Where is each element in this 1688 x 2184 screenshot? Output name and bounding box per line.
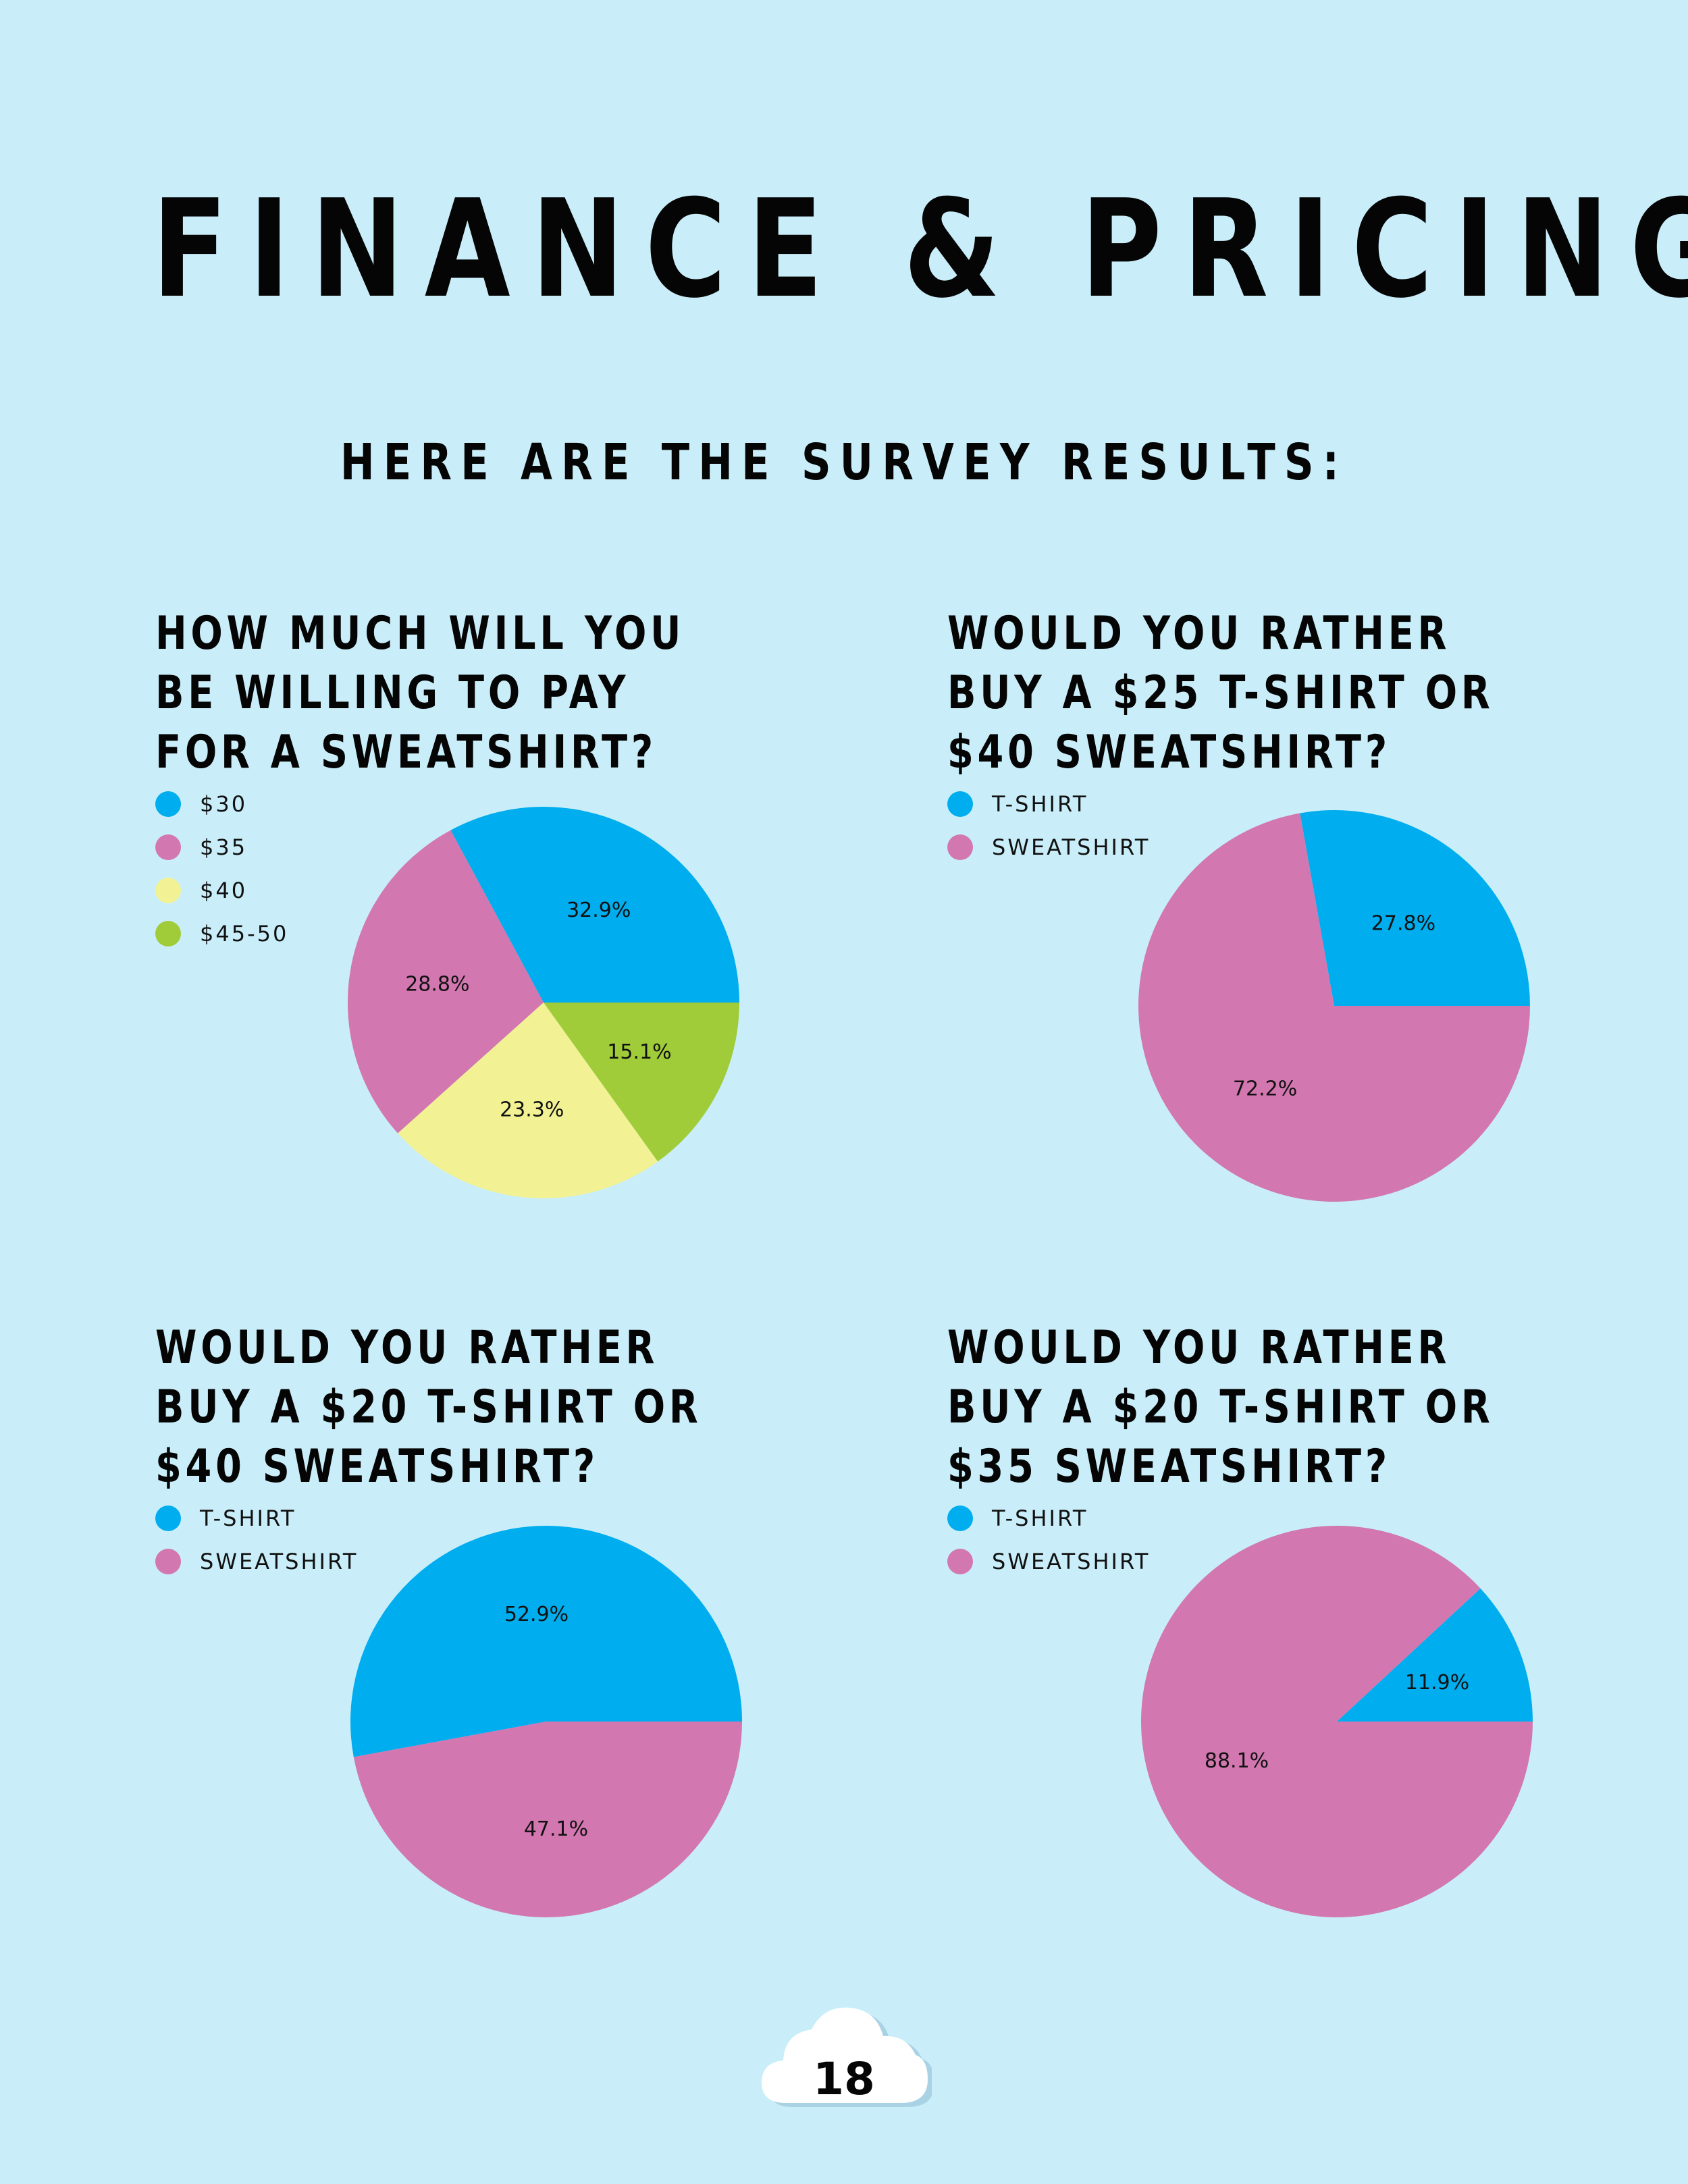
question-line: FOR A SWEATSHIRT? <box>155 726 657 779</box>
pie-slice <box>353 1722 742 1917</box>
pie-data-label: 52.9% <box>504 1603 569 1626</box>
legend-item: $45-50 <box>155 912 288 955</box>
legend-label: T-SHIRT <box>200 1506 296 1531</box>
legend-swatch <box>155 1506 181 1531</box>
legend-label: $40 <box>200 878 248 903</box>
question-line: BUY A $25 T-SHIRT OR <box>947 666 1494 720</box>
legend-label: SWEATSHIRT <box>992 1549 1151 1574</box>
question-line: WOULD YOU RATHER <box>155 1321 659 1375</box>
pie-data-label: 72.2% <box>1233 1077 1297 1100</box>
pie-slice <box>1141 1526 1533 1917</box>
legend-item: $35 <box>155 826 288 869</box>
legend-label: $35 <box>200 834 248 860</box>
pie-data-label: 28.8% <box>405 973 469 996</box>
pie-data-label: 11.9% <box>1405 1671 1469 1695</box>
legend-swatch <box>947 791 973 817</box>
legend-item: T-SHIRT <box>947 1497 1150 1540</box>
chart-block-3: WOULD YOU RATHER BUY A $20 T-SHIRT OR $4… <box>155 1319 999 1994</box>
pie-slice <box>350 1525 742 1757</box>
cloud-icon <box>762 2007 932 2107</box>
legend-label: T-SHIRT <box>992 1506 1088 1531</box>
question-line: $40 SWEATSHIRT? <box>947 726 1391 779</box>
pie-slice <box>1337 1588 1533 1722</box>
chart-question: WOULD YOU RATHER BUY A $20 T-SHIRT OR $4… <box>155 1319 702 1497</box>
chart-block-2: WOULD YOU RATHER BUY A $25 T-SHIRT OR $4… <box>947 604 1688 1279</box>
legend-item: $30 <box>155 782 288 826</box>
chart-question: WOULD YOU RATHER BUY A $25 T-SHIRT OR $4… <box>947 604 1494 782</box>
legend-swatch <box>947 1506 973 1531</box>
legend-swatch <box>155 878 181 903</box>
pie-slice <box>1300 810 1530 1006</box>
pie-slice <box>398 1003 658 1198</box>
legend-item: T-SHIRT <box>155 1497 358 1540</box>
pie-slice <box>450 807 739 1003</box>
legend-swatch <box>947 1549 973 1574</box>
pie-chart: 11.9% 88.1% <box>1141 1526 1533 1917</box>
legend-label: SWEATSHIRT <box>200 1549 359 1574</box>
question-line: BUY A $20 T-SHIRT OR <box>155 1381 702 1434</box>
question-line: $35 SWEATSHIRT? <box>947 1440 1391 1493</box>
legend-label: SWEATSHIRT <box>992 834 1151 860</box>
pie-data-label: 23.3% <box>500 1098 564 1122</box>
page-subtitle: HERE ARE THE SURVEY RESULTS: <box>340 433 1348 491</box>
legend-item: SWEATSHIRT <box>947 826 1150 869</box>
pie-data-label: 15.1% <box>607 1040 671 1064</box>
legend-label: $45-50 <box>200 921 289 947</box>
pie-chart: 27.8% 72.2% <box>1138 810 1530 1202</box>
question-line: BUY A $20 T-SHIRT OR <box>947 1381 1494 1434</box>
legend-item: $40 <box>155 869 288 912</box>
question-line: BE WILLING TO PAY <box>155 666 630 720</box>
chart-block-1: HOW MUCH WILL YOU BE WILLING TO PAY FOR … <box>155 604 999 1279</box>
chart-block-4: WOULD YOU RATHER BUY A $20 T-SHIRT OR $3… <box>947 1319 1688 1994</box>
question-line: WOULD YOU RATHER <box>947 607 1451 660</box>
legend-item: SWEATSHIRT <box>155 1540 358 1583</box>
question-line: HOW MUCH WILL YOU <box>155 607 685 660</box>
page-number: 18 <box>813 2053 875 2105</box>
question-line: $40 SWEATSHIRT? <box>155 1440 599 1493</box>
page-title: FINANCE & PRICING <box>152 171 1688 328</box>
chart-legend: $30 $35 $40 $45-50 <box>155 782 288 955</box>
legend-swatch <box>947 834 973 860</box>
pie-slice <box>544 1003 739 1162</box>
chart-legend: T-SHIRT SWEATSHIRT <box>947 1497 1150 1583</box>
chart-legend: T-SHIRT SWEATSHIRT <box>155 1497 358 1583</box>
pie-data-label: 88.1% <box>1205 1749 1269 1773</box>
legend-label: T-SHIRT <box>992 791 1088 817</box>
pie-slice <box>1138 813 1530 1202</box>
pie-chart: 32.9% 28.8% 23.3% 15.1% <box>348 807 739 1198</box>
pie-data-label: 27.8% <box>1371 912 1435 936</box>
question-line: WOULD YOU RATHER <box>947 1321 1451 1375</box>
legend-swatch <box>155 921 181 947</box>
pie-slice <box>348 830 544 1134</box>
chart-legend: T-SHIRT SWEATSHIRT <box>947 782 1150 869</box>
pie-data-label: 47.1% <box>524 1817 588 1841</box>
legend-swatch <box>155 791 181 817</box>
legend-label: $30 <box>200 791 248 817</box>
legend-swatch <box>155 1549 181 1574</box>
legend-item: SWEATSHIRT <box>947 1540 1150 1583</box>
chart-question: WOULD YOU RATHER BUY A $20 T-SHIRT OR $3… <box>947 1319 1494 1497</box>
legend-item: T-SHIRT <box>947 782 1150 826</box>
pie-data-label: 32.9% <box>566 899 631 922</box>
pie-chart: 52.9% 47.1% <box>350 1525 742 1917</box>
legend-swatch <box>155 834 181 860</box>
chart-question: HOW MUCH WILL YOU BE WILLING TO PAY FOR … <box>155 604 685 782</box>
